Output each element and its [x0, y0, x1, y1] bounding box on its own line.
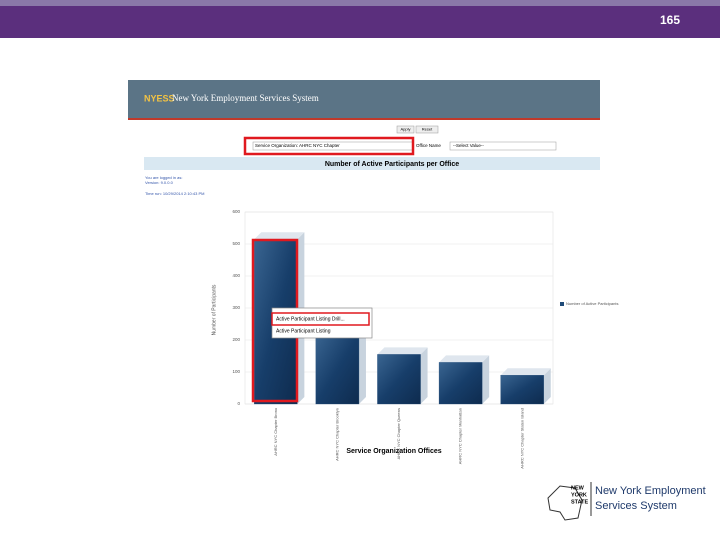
- bar-top: [254, 232, 305, 240]
- state-outline: [547, 485, 583, 521]
- y-tick-label: 100: [232, 369, 240, 374]
- y-tick-label: 600: [232, 209, 240, 214]
- bar-top: [500, 368, 551, 376]
- bar-side: [420, 347, 428, 404]
- x-tick-label: AHRC NYC Chapter Bronx: [273, 408, 278, 456]
- x-tick-label: AHRC NYC Chapter Manhattan: [458, 408, 463, 464]
- office-select-value[interactable]: --Select Value--: [453, 143, 484, 148]
- bar-side: [482, 355, 490, 404]
- app-title: New York Employment Services System: [172, 93, 319, 103]
- apply-label[interactable]: Apply: [400, 127, 410, 132]
- chart-title: Number of Active Participants per Office: [325, 161, 459, 168]
- bar: [500, 375, 544, 405]
- session-line: Version: 9.0.0.0: [145, 180, 174, 185]
- reset-button[interactable]: [415, 125, 439, 134]
- x-tick-label: AHRC NYC Chapter Brooklyn: [334, 408, 339, 461]
- state-line: NEW: [571, 485, 585, 491]
- app-logo: NYESS: [144, 93, 175, 103]
- app-header: [128, 80, 600, 118]
- office-select[interactable]: [449, 141, 557, 151]
- brand-line: Services System: [595, 500, 677, 512]
- y-tick-label: 200: [232, 337, 240, 342]
- x-tick-label: AHRC NYC Chapter Staten Island: [519, 408, 524, 469]
- y-tick-label: 500: [232, 241, 240, 246]
- apply-button[interactable]: [396, 125, 415, 134]
- header-rule: [128, 118, 600, 120]
- menu-item[interactable]: Active Participant Listing: [276, 328, 331, 334]
- legend-label: Number of Active Participants: [566, 301, 618, 306]
- x-axis-label: Service Organization Offices: [346, 448, 441, 455]
- brand-line: New York Employment: [595, 485, 706, 497]
- y-tick-label: 300: [232, 305, 240, 310]
- legend-swatch: [560, 302, 564, 306]
- session-line: You are logged in as:: [145, 175, 182, 180]
- x-tick-label: AHRC NYC Chapter Queens: [396, 408, 401, 459]
- bar-top: [377, 347, 428, 355]
- state-line: YORK: [571, 492, 587, 498]
- highlight-box: [243, 136, 415, 156]
- bar-side: [358, 326, 366, 404]
- top-stripe: [0, 0, 720, 6]
- bar: [377, 354, 421, 405]
- footer-logo: NEW YORK STATE New York Employment Servi…: [547, 482, 706, 521]
- highlight-box: [271, 312, 370, 326]
- top-bar: [0, 0, 720, 38]
- chart-title-bar: [144, 157, 600, 170]
- session-line: Time run: 10/29/2014 2:10:43 PM: [145, 191, 204, 196]
- state-line: STATE: [571, 499, 589, 505]
- menu-item[interactable]: Active Participant Listing Drill...: [276, 316, 345, 322]
- page-number: 165: [660, 13, 680, 27]
- bar-side: [543, 368, 551, 404]
- y-tick-label: 0: [237, 401, 240, 406]
- office-label: Office Name: [416, 143, 441, 148]
- bar: [315, 333, 360, 405]
- bar: [438, 362, 483, 405]
- y-axis-label: Number of Participants: [211, 284, 217, 335]
- y-tick-label: 400: [232, 273, 240, 278]
- reset-label[interactable]: Reset: [422, 127, 433, 132]
- org-select-value[interactable]: Service Organization: AHRC NYC Chapter: [255, 143, 340, 148]
- bar-top: [439, 355, 490, 363]
